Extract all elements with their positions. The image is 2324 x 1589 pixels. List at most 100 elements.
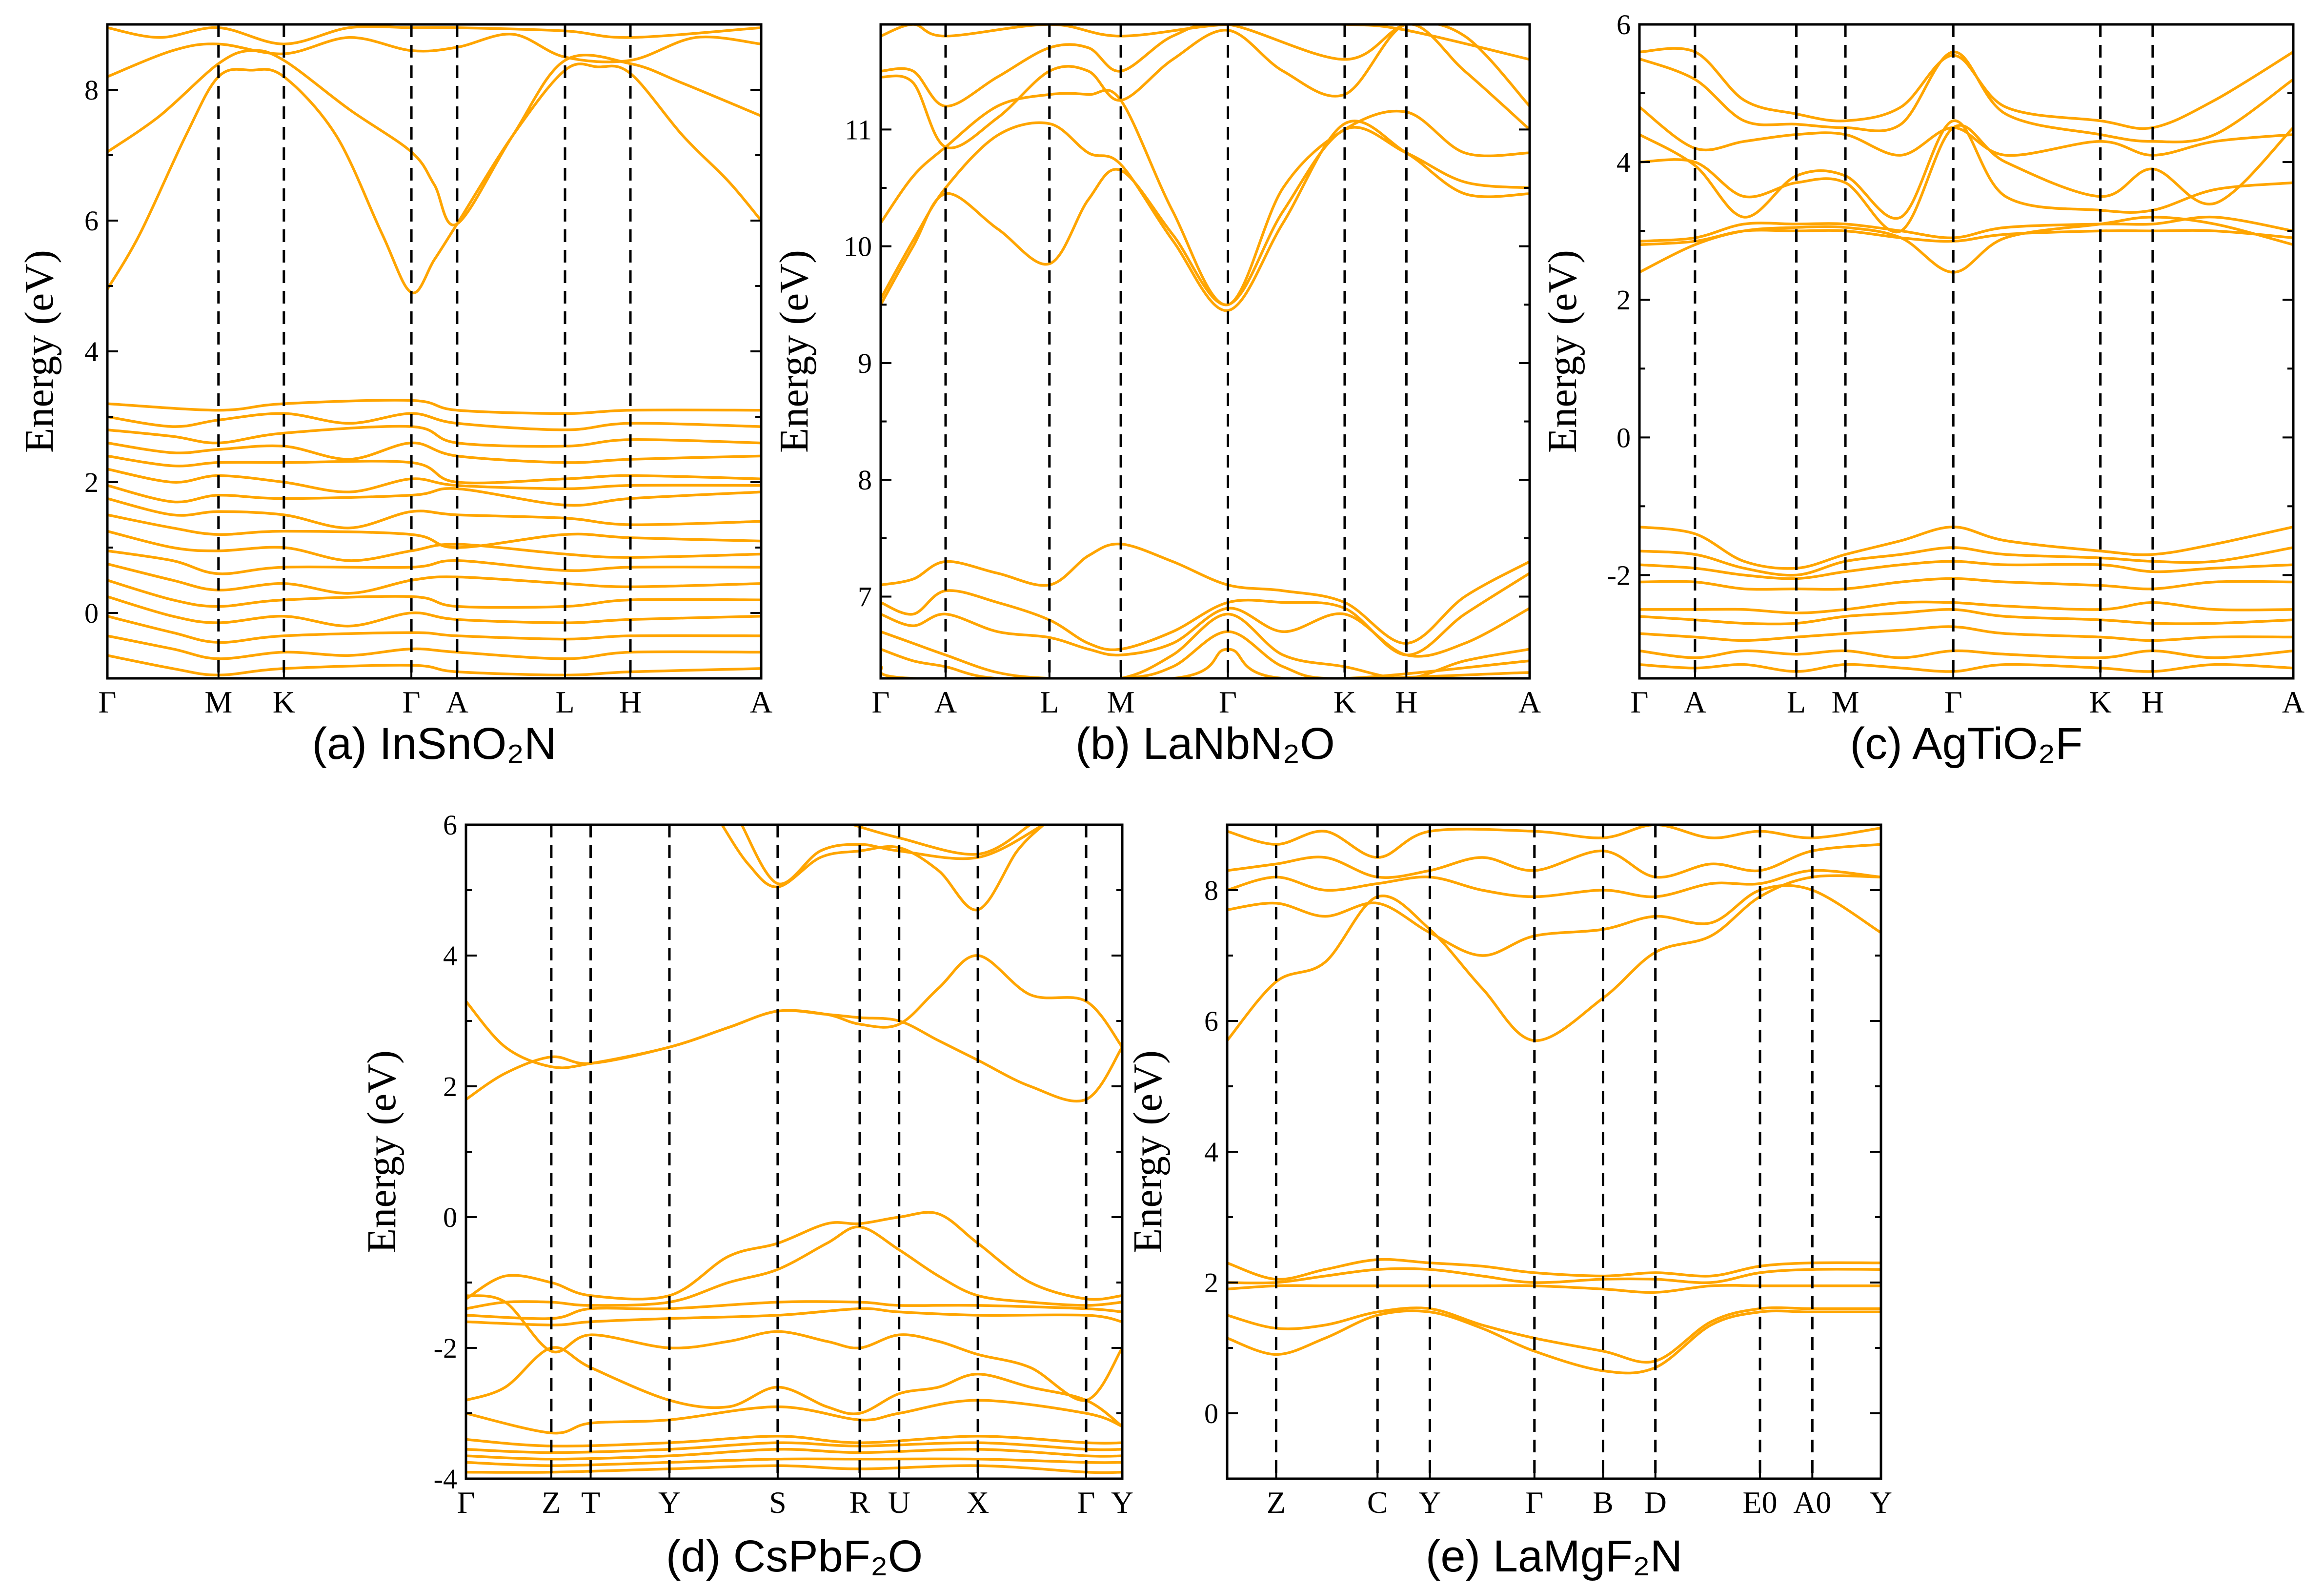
band-line-6 [107,425,761,448]
kpoint-label: A0 [1793,1485,1831,1520]
y-tick-label: -2 [1607,559,1631,591]
band-line-8 [1639,525,2293,570]
band-line-10 [466,1346,1122,1428]
band-line-9 [466,1294,1122,1402]
plot-frame [1226,823,1882,1480]
band-line-8 [107,454,761,485]
panel-title: (a) InSnO₂N [312,719,557,769]
kpoint-label: D [1644,1485,1667,1520]
kpoint-label: Γ [872,685,890,719]
y-axis-label: Energy (eV) [17,250,62,453]
kpoint-label: X [967,1485,989,1520]
band-line-13 [466,1441,1122,1454]
band-line-4 [1227,825,1881,859]
band-line-1 [881,120,1530,312]
y-tick-label: -2 [434,1332,457,1364]
kpoint-label: M [1832,685,1859,719]
band-line-2 [1227,869,1881,898]
y-tick-label: 4 [1617,146,1631,178]
band-line-2 [720,825,1045,912]
kpoint-label: Γ [1631,685,1649,719]
bands [1227,825,1881,1375]
band-line-9 [1227,1309,1881,1375]
y-axis-label: Energy (eV) [1125,1050,1171,1253]
y-tick-label: -4 [434,1463,457,1495]
band-line-11 [881,648,1530,678]
plot-frame [879,23,1531,680]
y-axis-label: Energy (eV) [1540,250,1585,453]
band-line-4 [107,399,761,415]
kpoint-label: H [619,685,642,719]
band-line-16 [466,1464,1122,1474]
kpoint-label: K [1334,685,1356,719]
band-line-6 [881,542,1530,645]
band-line-15 [466,1457,1122,1467]
bands [466,825,1122,1474]
y-tick-label: 6 [1617,9,1631,41]
kpoint-label: A [1518,685,1541,719]
band-line-13 [1639,608,2293,626]
band-line-12 [466,1435,1122,1447]
kpoint-label: Y [1870,1485,1892,1520]
band-line-1 [466,1000,1122,1103]
kpoint-label: Γ [403,685,421,719]
band-line-0 [107,62,761,295]
band-line-6 [466,1225,1122,1310]
band-line-7 [466,1300,1122,1320]
kpoint-label: H [1395,685,1417,719]
kpoint-label: S [769,1485,787,1520]
band-line-3 [881,24,1530,149]
y-tick-label: 0 [1204,1398,1218,1429]
kpoint-label: A [446,685,468,719]
kpoint-label: Z [542,1485,561,1520]
panel-d: Energy (eV) (d) CsPbF₂O -4 -2 0 2 4 6 Γ Z T Y S R U X… [359,809,1133,1581]
y-tick-label: 8 [858,464,872,496]
kpoint-label: A [750,685,772,719]
band-line-13 [107,530,761,562]
kpoint-label: U [888,1485,910,1520]
band-line-20 [107,654,761,677]
band-line-0 [466,954,1122,1101]
y-axis-label: Energy (eV) [771,250,817,453]
kpoint-label: B [1593,1485,1614,1520]
band-line-7 [1639,47,2293,130]
kpoint-label: Γ [1525,1485,1543,1520]
band-line-2 [107,33,761,78]
band-line-10 [107,484,761,507]
y-tick-label: 9 [858,347,872,379]
kpoint-label: L [555,685,574,719]
kpoint-label: R [849,1485,870,1520]
band-line-11 [1639,577,2293,591]
kpoint-label: Γ [1219,685,1237,719]
kpoint-label: K [2089,685,2112,719]
panel-title: (e) LaMgF₂N [1426,1531,1682,1581]
band-line-2 [881,89,1530,306]
kpoint-label: M [204,685,232,719]
y-tick-label: 2 [1617,284,1631,316]
band-line-12 [107,513,761,549]
band-line-1 [1639,228,2293,246]
band-line-18 [107,614,761,644]
y-tick-label: 6 [1204,1005,1218,1037]
band-line-3 [107,25,761,45]
y-tick-label: 11 [845,114,872,145]
kpoint-label: Y [658,1485,681,1520]
kpoint-label: Y [1111,1485,1133,1520]
bands [1639,47,2293,673]
band-line-16 [1639,663,2293,673]
kpoint-label: L [1787,685,1806,719]
kpoint-label: E0 [1743,1485,1778,1520]
band-line-5 [107,412,761,431]
y-tick-label: 0 [84,597,99,629]
band-line-14 [107,549,761,575]
panel-b: Energy (eV) (b) LaNbN₂O 7 8 9 10 11 Γ A L M Γ K H A [771,23,1541,769]
y-tick-label: 10 [844,231,872,263]
band-line-11 [107,497,761,530]
kpoint-label: L [1040,685,1059,719]
panel-title: (d) CsPbF₂O [666,1531,923,1581]
plot-frame [106,23,763,680]
kpoint-label: Γ [1944,685,1962,719]
band-line-19 [107,634,761,660]
